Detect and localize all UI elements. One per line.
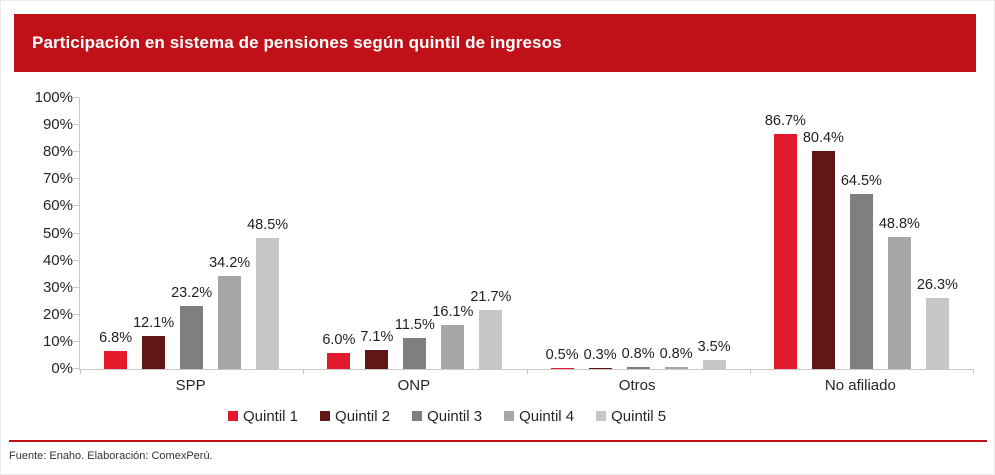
bar-data-label: 80.4% [802,130,844,147]
y-axis-tick [73,178,79,180]
bar-data-label: 3.5% [697,338,731,355]
bar-data-label: 0.3% [583,347,617,364]
x-axis-tick [526,369,528,374]
bar-quintil-1: 86.7% [765,113,806,369]
bar-group-spp: 6.8% 12.1% 23.2% 34.2% 48.5% [80,98,303,369]
y-axis-tick [73,124,79,126]
bar-quintil-1: 6.8% [99,330,132,369]
legend-swatch [596,411,607,421]
y-axis-tick [73,259,79,261]
bar-data-label: 64.5% [840,173,882,190]
y-axis-labels: 0% 10% 20% 30% 40% 50% 60% 70% 80% 90% 100% [11,89,73,377]
y-axis-tick [73,151,79,153]
legend-swatch [412,411,423,421]
y-axis-tick-label: 60% [42,197,73,215]
bar-data-label: 26.3% [916,276,958,293]
chart-title: Participación en sistema de pensiones se… [32,33,562,52]
bar-data-label: 48.5% [247,216,289,233]
bar-data-label: 0.8% [621,345,655,362]
x-axis-tick [80,369,81,374]
bar-group-onp: 6.0% 7.1% 11.5% 16.1% 21.7% [303,98,526,369]
bar-quintil-4: 34.2% [209,255,250,369]
bar-quintil-5: 26.3% [917,277,958,369]
legend-item-quintil-4: Quintil 4 [504,408,574,425]
legend-label: Quintil 3 [427,407,483,425]
category-label: ONP [397,377,431,394]
legend-swatch [228,411,238,421]
bar-quintil-5: 48.5% [247,217,288,369]
y-axis-tick-label: 50% [42,224,73,242]
bar-group-no-afiliado: 86.7% 80.4% 64.5% 48.8% 26.3% [750,98,973,369]
bar-quintil-5: 3.5% [698,339,731,369]
y-axis-tick-label: 20% [42,305,73,323]
bar-data-label: 7.1% [360,328,394,345]
y-axis-tick-label: 10% [42,332,73,350]
bar-quintil-2: 0.3% [584,347,617,369]
legend-item-quintil-2: Quintil 2 [320,408,390,425]
bar-quintil-4: 0.8% [660,346,693,369]
bar-quintil-2: 12.1% [133,315,174,369]
bar-data-label: 12.1% [133,315,175,332]
bar-data-label: 48.8% [878,215,920,232]
y-axis-tick-label: 40% [42,251,73,269]
y-axis-tick-label: 90% [42,116,73,134]
bar-quintil-2: 80.4% [803,130,844,369]
legend-item-quintil-1: Quintil 1 [228,408,298,425]
bar-data-label: 6.8% [99,329,133,346]
y-axis-tick-label: 70% [42,170,73,188]
legend-item-quintil-3: Quintil 3 [412,408,482,425]
x-axis-tick [303,369,305,374]
y-axis-tick [73,97,79,98]
y-axis-tick [73,205,79,207]
legend-item-quintil-5: Quintil 5 [596,408,666,425]
bar-quintil-1: 6.0% [322,332,355,369]
bar-data-label: 0.8% [659,345,693,362]
bar-quintil-4: 48.8% [879,216,920,369]
bar-data-label: 0.5% [545,346,579,363]
bar-data-label: 6.0% [322,331,356,348]
y-axis-tick-label: 80% [42,143,73,161]
bar-quintil-2: 7.1% [360,329,393,369]
y-axis-tick [73,232,79,234]
y-axis-tick [73,313,79,315]
bar-quintil-3: 64.5% [841,173,882,369]
x-axis-tick [973,369,974,374]
legend-swatch [320,411,331,421]
bar-quintil-1: 0.5% [546,347,579,369]
bar-group-otros: 0.5% 0.3% 0.8% 0.8% 3.5% [527,98,750,369]
y-axis-tick-label: 0% [51,360,73,377]
y-axis-tick-label: 30% [42,278,73,296]
bar-data-label: 34.2% [209,255,251,272]
plot-area: 6.8% 12.1% 23.2% 34.2% 48.5% 6.0% 7.1% 11.5% 16.… [73,97,974,374]
bar-quintil-4: 16.1% [432,304,473,369]
source-note: Fuente: Enaho. Elaboración: ComexPerú. [9,450,213,462]
bar-data-label: 21.7% [470,289,512,306]
category-label: Otros [618,377,656,394]
bar-quintil-3: 23.2% [171,285,212,369]
bar-data-label: 11.5% [394,316,435,333]
x-axis-tick [749,369,751,374]
category-label: SPP [175,377,206,394]
y-axis-tick-label: 100% [34,89,73,106]
y-axis-tick [73,286,79,288]
footer-rule [9,440,987,442]
bar-data-label: 86.7% [764,113,806,130]
chart-title-bar: Participación en sistema de pensiones se… [14,14,976,72]
legend-label: Quintil 5 [611,407,667,425]
bar-data-label: 23.2% [171,285,213,302]
bar-quintil-3: 0.8% [622,346,655,369]
y-axis-tick [73,340,79,342]
category-label: No afiliado [824,377,896,394]
y-axis-tick [73,368,79,369]
bar-quintil-5: 21.7% [470,289,511,369]
bar-data-label: 16.1% [432,304,474,321]
legend-label: Quintil 1 [243,407,299,425]
legend-label: Quintil 4 [519,407,575,425]
x-axis-labels: SPP ONP Otros No afiliado [79,377,972,394]
legend-label: Quintil 2 [335,407,391,425]
bar-quintil-3: 11.5% [395,317,435,369]
legend-swatch [504,411,515,421]
legend: Quintil 1 Quintil 2 Quintil 3 Quintil 4 Quin… [228,406,666,426]
